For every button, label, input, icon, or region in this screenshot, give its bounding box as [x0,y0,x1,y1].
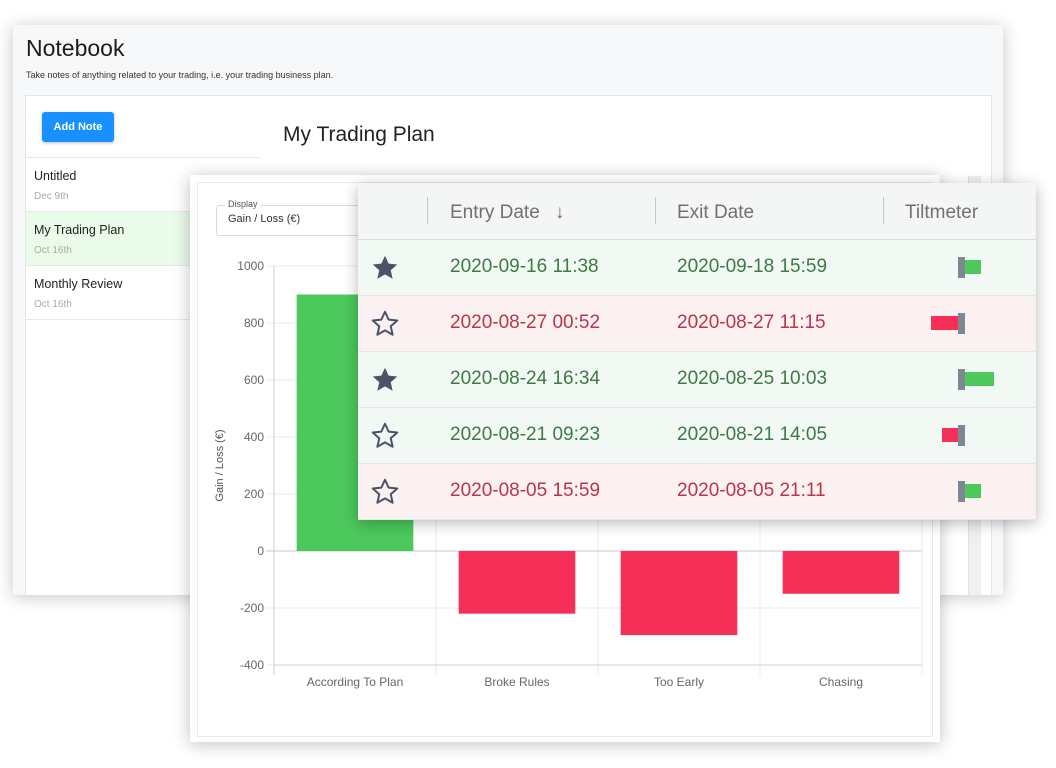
chart-bar [782,551,900,594]
tiltmeter-bar [965,372,995,386]
exit-date-cell: 2020-08-05 21:11 [677,480,826,501]
entry-date-header-label: Entry Date [450,202,540,223]
tiltmeter-bar [965,260,981,274]
exit-date-cell: 2020-08-21 14:05 [677,424,828,445]
sort-arrow-icon: ↓ [555,202,565,223]
table-row[interactable]: 2020-08-21 09:23 2020-08-21 14:05 [358,408,1036,464]
tiltmeter-bar [931,316,958,330]
entry-date-cell: 2020-08-24 16:34 [450,368,601,389]
y-tick-label: 0 [257,544,264,558]
y-tick-label: 400 [244,430,264,444]
exit-date-cell: 2020-08-27 11:15 [677,312,826,333]
entry-date-cell: 2020-08-05 15:59 [450,480,601,501]
display-select-value: Gain / Loss (€) [228,213,301,225]
page-title: Notebook [26,35,125,61]
table-row[interactable]: 2020-08-24 16:34 2020-08-25 10:03 [358,352,1036,408]
entry-date-header[interactable]: Entry Date ↓ [450,202,565,224]
entry-date-cell: 2020-08-21 09:23 [450,424,601,445]
table-row[interactable]: 2020-08-05 15:59 2020-08-05 21:11 [358,464,1036,520]
tiltmeter-bar [942,428,958,442]
tiltmeter [904,408,1024,464]
column-separator [427,197,428,224]
column-separator [883,197,884,224]
note-date: Oct 16th [34,299,72,310]
tiltmeter [904,352,1024,408]
tiltmeter-axis [958,257,965,278]
tiltmeter-axis [958,425,965,446]
tiltmeter-header[interactable]: Tiltmeter [905,202,979,223]
star-outline-icon[interactable] [370,309,400,339]
exit-date-cell: 2020-08-25 10:03 [677,368,828,389]
note-title[interactable]: My Trading Plan [283,123,435,146]
x-tick-label: Too Early [654,675,704,689]
tiltmeter [904,240,1024,296]
tiltmeter-axis [958,313,965,334]
x-tick-label: According To Plan [307,675,404,689]
note-name: Untitled [34,169,77,183]
column-separator [655,197,656,224]
note-item-untitled[interactable]: Untitled Dec 9th [26,158,261,212]
table-header: Entry Date ↓ Exit Date Tiltmeter [358,183,1036,240]
star-outline-icon[interactable] [370,477,400,507]
chart-bar [620,551,738,636]
entry-date-cell: 2020-09-16 11:38 [450,256,599,277]
note-name: My Trading Plan [34,223,125,237]
y-tick-label: -400 [240,658,264,672]
x-tick-label: Broke Rules [484,675,549,689]
tiltmeter-bar [965,484,981,498]
trades-table: Entry Date ↓ Exit Date Tiltmeter 2020-09… [358,183,1036,520]
display-select-label: Display [225,199,261,209]
note-date: Oct 16th [34,245,72,256]
add-note-button[interactable]: Add Note [42,112,114,142]
y-axis-title: Gain / Loss (€) [214,429,226,501]
exit-date-header[interactable]: Exit Date [677,202,755,223]
y-tick-label: 600 [244,373,264,387]
page-subtitle: Take notes of anything related to your t… [26,70,334,80]
table-row[interactable]: 2020-08-27 00:52 2020-08-27 11:15 [358,296,1036,352]
exit-date-cell: 2020-09-18 15:59 [677,256,828,277]
note-date: Dec 9th [34,191,69,202]
star-filled-icon[interactable] [370,253,400,283]
display-select[interactable]: Display Gain / Loss (€) [216,199,376,236]
star-filled-icon[interactable] [370,365,400,395]
y-tick-label: 200 [244,487,264,501]
y-tick-label: -200 [240,601,264,615]
y-tick-label: 800 [244,316,264,330]
tiltmeter [904,464,1024,520]
x-tick-label: Chasing [819,675,863,689]
tiltmeter-axis [958,369,965,390]
entry-date-cell: 2020-08-27 00:52 [450,312,601,333]
chart-bar [458,551,576,614]
star-outline-icon[interactable] [370,421,400,451]
y-tick-label: 1000 [237,259,264,273]
note-item-monthly-review[interactable]: Monthly Review Oct 16th [26,266,261,320]
tiltmeter [904,296,1024,352]
note-name: Monthly Review [34,277,123,291]
table-row[interactable]: 2020-09-16 11:38 2020-09-18 15:59 [358,240,1036,296]
tiltmeter-axis [958,481,965,502]
